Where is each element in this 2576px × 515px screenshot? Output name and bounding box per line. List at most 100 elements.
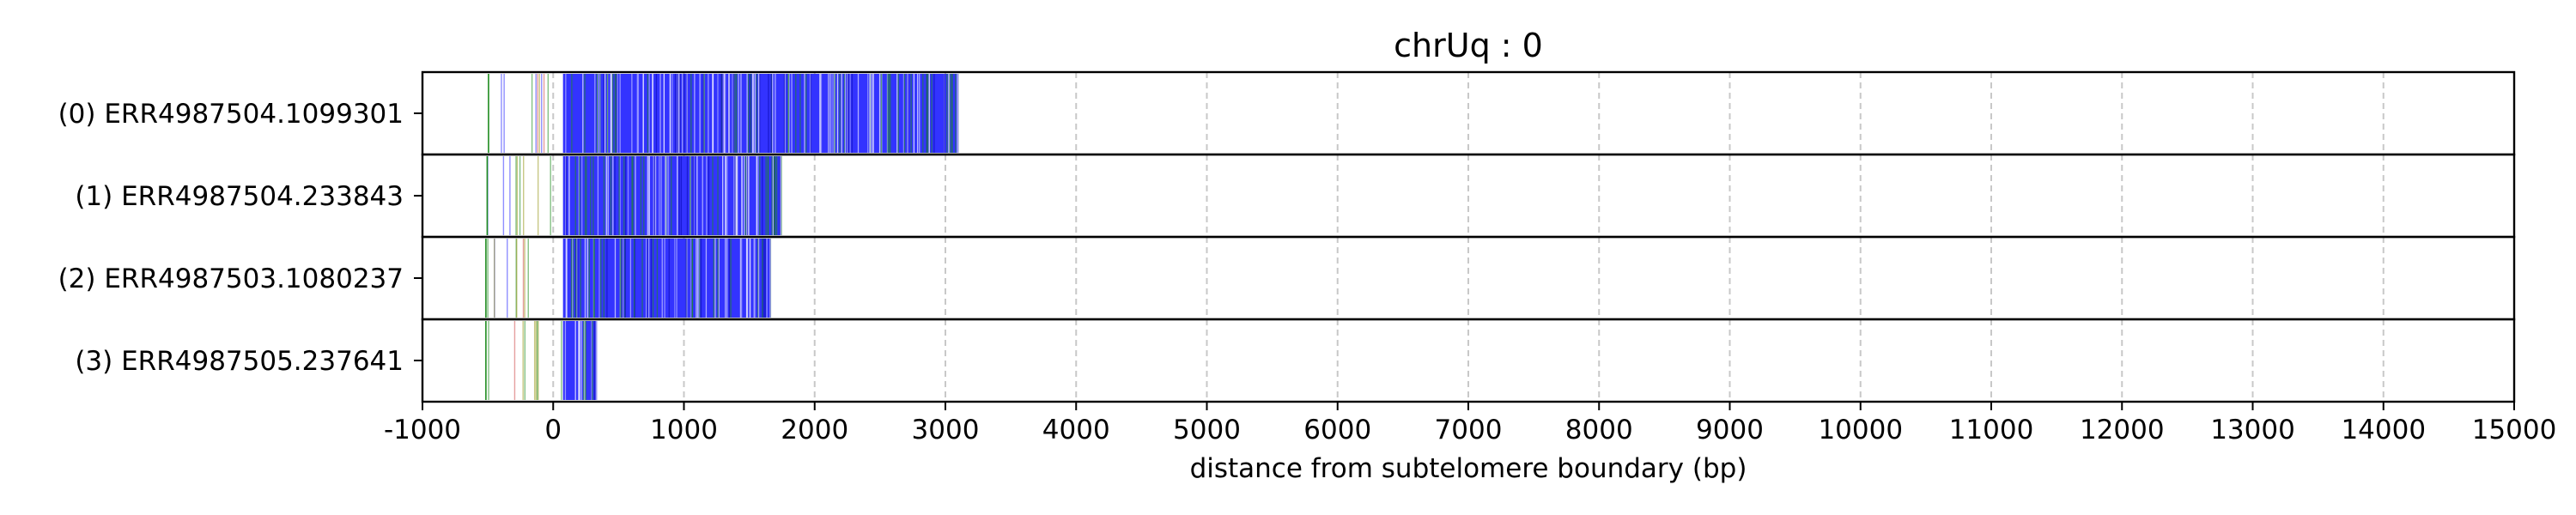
read-stripe xyxy=(897,74,899,153)
read-stripe xyxy=(722,156,724,235)
read-stripe xyxy=(844,74,847,153)
read-stripe xyxy=(833,74,835,153)
read-start-stripe xyxy=(485,239,487,318)
read-stripe xyxy=(572,239,574,318)
read-stripe xyxy=(756,156,758,235)
read-stripe xyxy=(834,74,835,153)
read-stripe xyxy=(577,239,579,318)
read-stripe xyxy=(619,239,621,318)
read-stripe xyxy=(659,74,661,153)
x-tick-label: 14000 xyxy=(2341,415,2426,445)
read-stripe xyxy=(566,239,568,318)
read-stripe xyxy=(648,74,650,153)
read-end-stripe xyxy=(957,74,959,153)
read-stripe xyxy=(564,321,567,400)
read-stripe xyxy=(696,156,698,235)
read-marks xyxy=(485,74,959,400)
x-tick-label: 0 xyxy=(544,415,562,445)
read-stripe xyxy=(593,239,595,318)
read-stripe xyxy=(676,239,677,318)
read-stripe xyxy=(603,74,605,153)
read-stripe xyxy=(648,239,650,318)
read-stripe xyxy=(726,239,728,318)
read-stripe xyxy=(809,74,811,153)
x-tick-label: 8000 xyxy=(1565,415,1633,445)
read-stripe xyxy=(515,156,517,235)
read-stripe xyxy=(614,156,616,235)
read-stripe xyxy=(718,239,720,318)
read-stripe xyxy=(627,156,629,235)
x-axis-label: distance from subtelomere boundary (bp) xyxy=(1190,453,1747,484)
read-start-stripe xyxy=(485,321,487,400)
read-block xyxy=(562,74,959,153)
read-stripe xyxy=(571,74,573,153)
read-stripe xyxy=(641,239,643,318)
read-stripe xyxy=(869,74,871,153)
x-tick-label: 7000 xyxy=(1435,415,1503,445)
read-stripe xyxy=(828,74,829,153)
read-stripe xyxy=(584,156,586,235)
read-track-0 xyxy=(488,74,959,153)
read-stripe xyxy=(949,74,951,153)
read-stripe xyxy=(804,74,805,153)
read-stripe xyxy=(692,156,694,235)
read-stripe xyxy=(631,74,633,153)
read-stripe xyxy=(872,74,874,153)
read-stripe xyxy=(603,156,605,235)
read-stripe xyxy=(757,239,759,318)
read-stripe xyxy=(661,239,663,318)
read-stripe xyxy=(703,74,705,153)
read-stripe xyxy=(747,74,750,153)
read-label: (0) ERR4987504.1099301 xyxy=(58,99,404,130)
read-stripe xyxy=(757,239,760,318)
read-stripe xyxy=(851,74,853,153)
read-label: (3) ERR4987505.237641 xyxy=(75,346,404,377)
read-stripe xyxy=(582,74,584,153)
read-stripe xyxy=(740,74,742,153)
read-stripe xyxy=(653,156,654,235)
read-stripe xyxy=(783,74,786,153)
read-stripe xyxy=(896,74,898,153)
read-stripe xyxy=(513,321,516,400)
read-stripe xyxy=(650,239,653,318)
read-stripe xyxy=(588,239,590,318)
read-start-stripe xyxy=(486,156,489,235)
read-stripe xyxy=(524,239,526,318)
read-stripe xyxy=(728,239,731,318)
read-stripe xyxy=(679,74,681,153)
read-stripe xyxy=(741,156,743,235)
read-stripe xyxy=(690,74,692,153)
read-stripe xyxy=(754,239,756,318)
read-end-stripe xyxy=(780,156,781,235)
read-block xyxy=(562,156,781,235)
read-stripe xyxy=(740,239,743,318)
read-stripe xyxy=(509,156,511,235)
read-stripe xyxy=(669,74,671,153)
read-stripe xyxy=(647,74,649,153)
read-stripe xyxy=(685,239,687,318)
read-stripe xyxy=(678,74,680,153)
read-stripe xyxy=(763,239,765,318)
read-stripe xyxy=(702,74,704,153)
read-stripe xyxy=(736,156,738,235)
read-stripe xyxy=(653,156,655,235)
read-stripe xyxy=(586,239,589,318)
read-stripe xyxy=(735,156,738,235)
read-stripe xyxy=(516,156,519,235)
read-stripe xyxy=(503,74,505,153)
read-stripe xyxy=(902,74,904,153)
read-stripe xyxy=(616,74,617,153)
read-stripe xyxy=(754,74,756,153)
read-stripe xyxy=(745,239,748,318)
read-stripe xyxy=(728,74,730,153)
read-stripe xyxy=(791,74,793,153)
read-stripe xyxy=(757,156,759,235)
read-stripe xyxy=(686,74,688,153)
read-stripe xyxy=(633,239,635,318)
read-stripe xyxy=(744,156,746,235)
read-stripe xyxy=(533,321,536,400)
read-stripe xyxy=(618,156,620,235)
x-tick-label: 13000 xyxy=(2210,415,2295,445)
read-stripe xyxy=(788,74,790,153)
